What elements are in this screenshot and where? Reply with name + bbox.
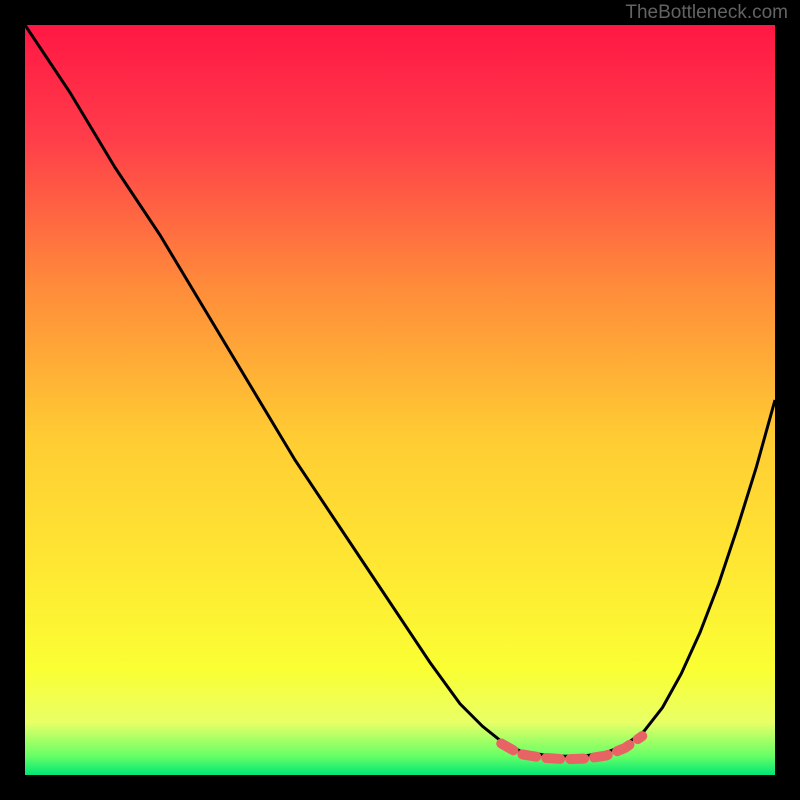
bottleneck-curve bbox=[25, 25, 775, 756]
attribution-text: TheBottleneck.com bbox=[625, 2, 788, 24]
optimal-range-markers bbox=[501, 736, 642, 759]
curve-layer bbox=[25, 25, 775, 775]
plot-area bbox=[25, 25, 775, 775]
